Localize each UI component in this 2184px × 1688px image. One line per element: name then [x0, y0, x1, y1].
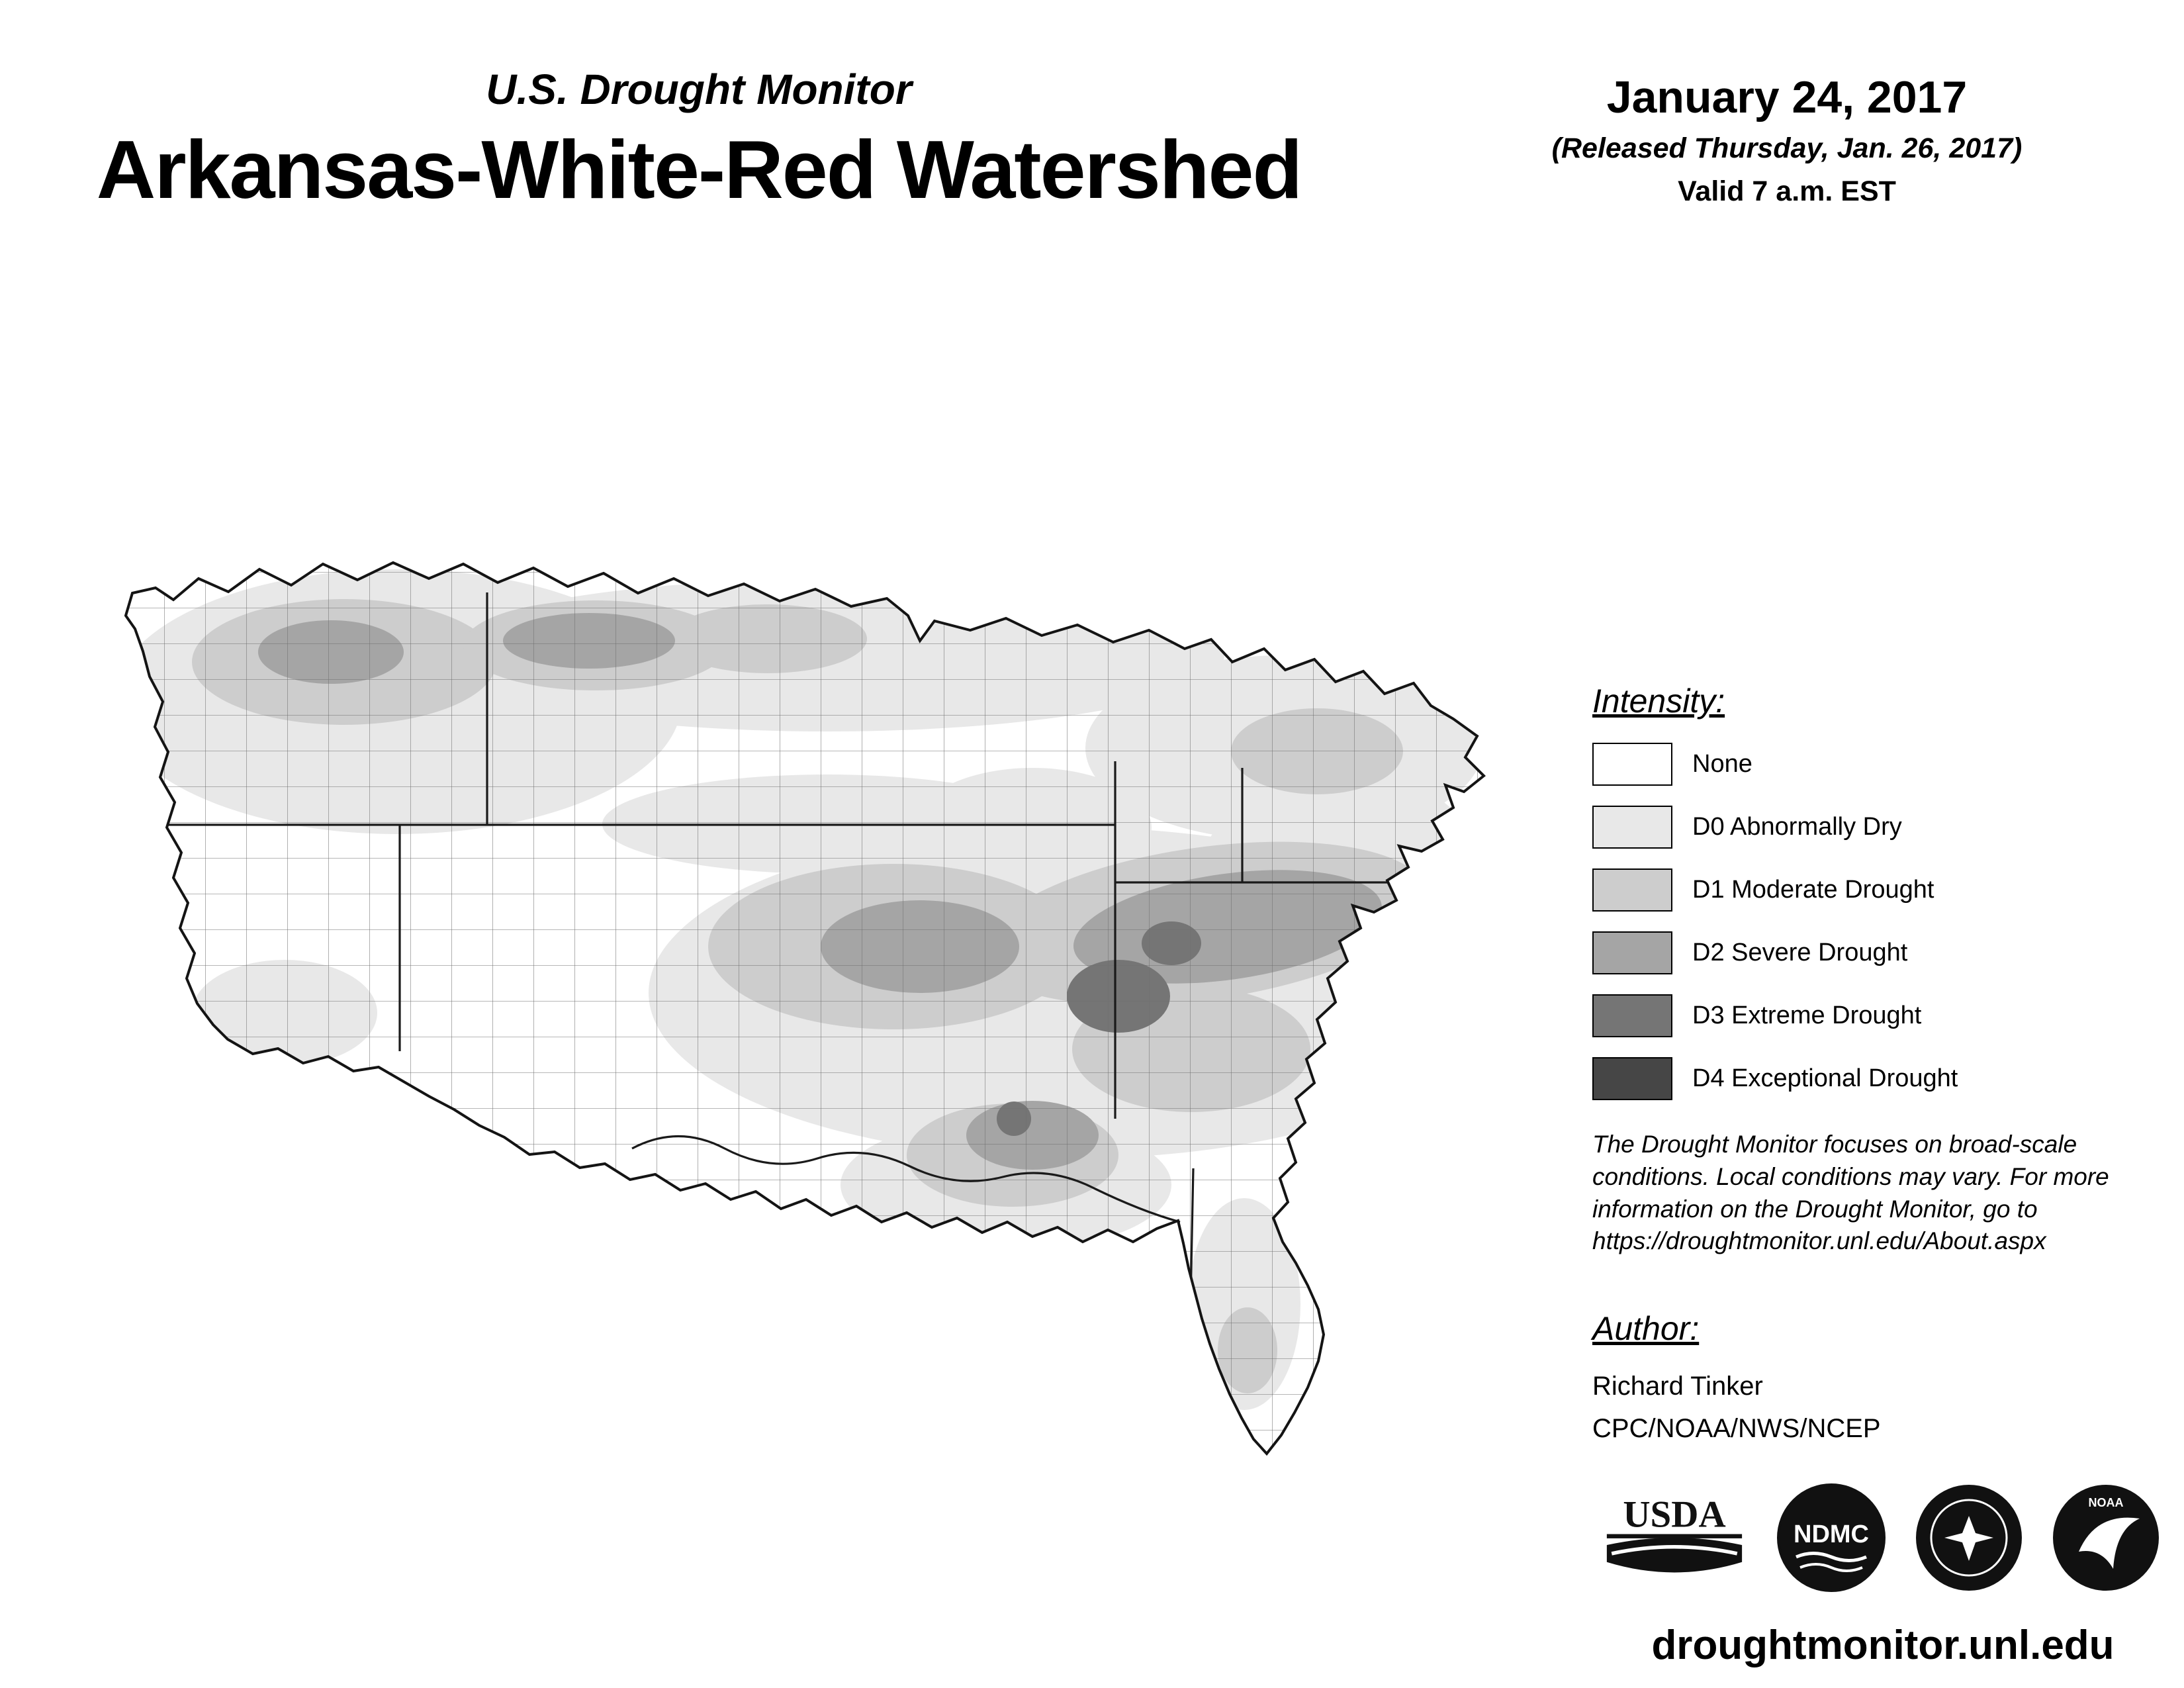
- usda-logo: USDA: [1606, 1493, 1743, 1573]
- legend-swatch-d0: [1592, 806, 1672, 849]
- author-org: CPC/NOAA/NWS/NCEP: [1592, 1414, 1881, 1443]
- usda-logo-text: USDA: [1623, 1493, 1725, 1535]
- legend-swatch-none: [1592, 743, 1672, 786]
- legend-label: D1 Moderate Drought: [1692, 876, 1934, 904]
- map-date: January 24, 2017: [1606, 72, 1968, 122]
- legend-item: None: [1592, 743, 1958, 786]
- legend-swatch-d1: [1592, 868, 1672, 912]
- date-block: January 24, 2017 (Released Thursday, Jan…: [1476, 71, 2098, 208]
- legend-item: D0 Abnormally Dry: [1592, 806, 1958, 849]
- legend-swatch-d2: [1592, 931, 1672, 974]
- legend-item: D4 Exceptional Drought: [1592, 1057, 1958, 1100]
- state-borders: [165, 592, 1482, 1368]
- legend-item: D2 Severe Drought: [1592, 931, 1958, 974]
- legend-swatch-d4: [1592, 1057, 1672, 1100]
- legend-label: None: [1692, 750, 1752, 778]
- county-grid: [126, 563, 1484, 1454]
- noaa-bird-icon: [2078, 1517, 2140, 1569]
- program-title: U.S. Drought Monitor: [486, 66, 912, 113]
- footer-url: droughtmonitor.unl.edu: [1651, 1622, 2115, 1668]
- legend-item: D3 Extreme Drought: [1592, 994, 1958, 1037]
- author-name: Richard Tinker: [1592, 1372, 1763, 1401]
- watershed-outline: [124, 561, 1486, 1456]
- valid-time: Valid 7 a.m. EST: [1678, 175, 1896, 207]
- legend-label: D4 Exceptional Drought: [1692, 1064, 1958, 1092]
- noaa-logo-text: NOAA: [2088, 1496, 2123, 1509]
- author-heading: Author:: [1592, 1310, 1700, 1347]
- ndmc-logo: NDMC: [1777, 1483, 1886, 1592]
- legend-item: D1 Moderate Drought: [1592, 868, 1958, 912]
- legend-label: D0 Abnormally Dry: [1692, 813, 1902, 841]
- page-title: Arkansas-White-Red Watershed: [96, 124, 1302, 216]
- agency-logos: USDA NDMC NOAA: [1598, 1481, 2162, 1594]
- legend-label: D2 Severe Drought: [1692, 939, 1908, 966]
- commerce-eagle-icon: [1944, 1516, 1993, 1561]
- legend-label: D3 Extreme Drought: [1692, 1002, 1922, 1029]
- intensity-legend: Intensity: None D0 Abnormally Dry D1 Mod…: [1592, 682, 1958, 1120]
- noaa-logo: NOAA: [2052, 1485, 2159, 1591]
- legend-swatch-d3: [1592, 994, 1672, 1037]
- release-date: (Released Thursday, Jan. 26, 2017): [1551, 132, 2023, 164]
- legend-heading: Intensity:: [1592, 682, 1725, 720]
- ndmc-logo-text: NDMC: [1794, 1521, 1869, 1548]
- disclaimer-note: The Drought Monitor focuses on broad-sca…: [1592, 1131, 2109, 1255]
- commerce-seal: [1915, 1485, 2022, 1591]
